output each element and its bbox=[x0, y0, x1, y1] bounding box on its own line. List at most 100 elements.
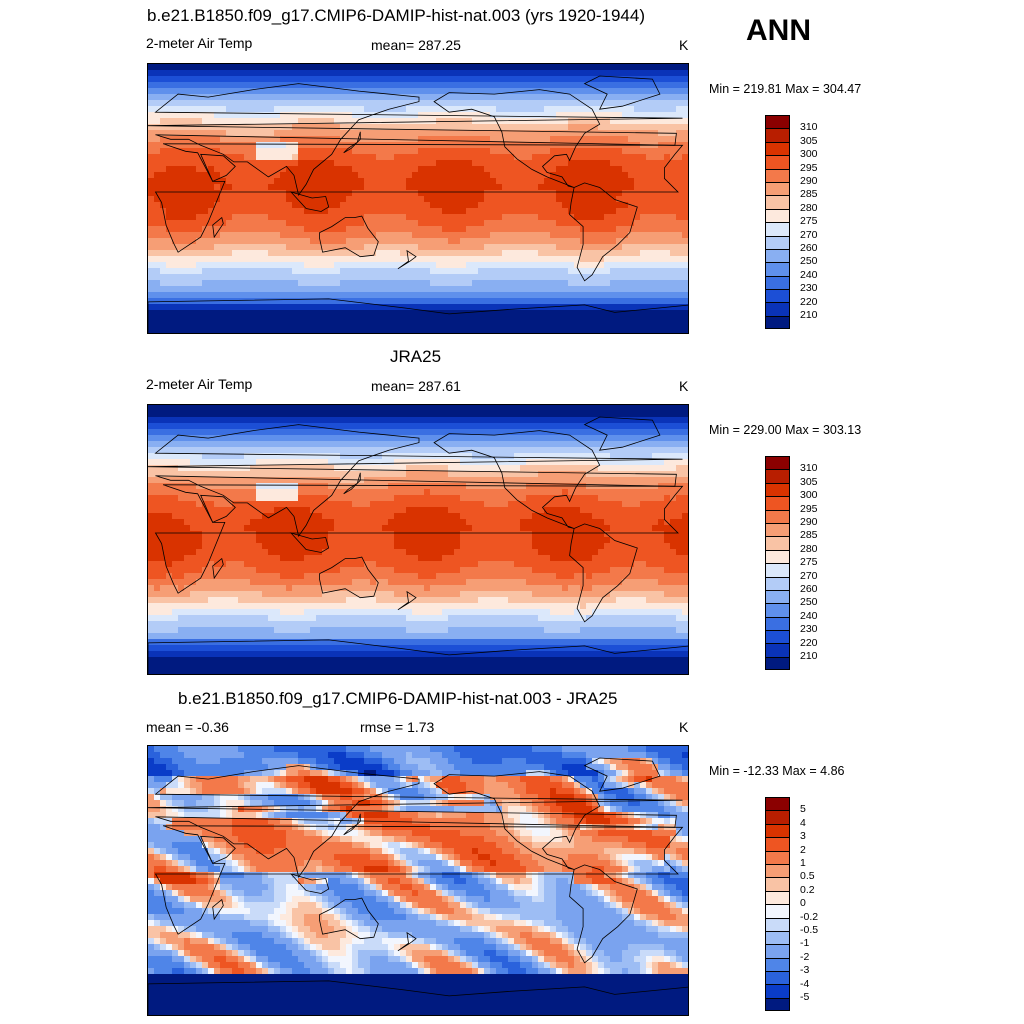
colorbar-tick-label: 295 bbox=[800, 502, 818, 515]
colorbar-segment bbox=[765, 944, 790, 958]
colorbar-tick-label: 280 bbox=[800, 542, 818, 555]
colorbar-segment bbox=[765, 616, 790, 631]
colorbar-tick-label: 250 bbox=[800, 255, 818, 268]
colorbar-segment bbox=[765, 643, 790, 657]
coastline bbox=[433, 771, 601, 870]
colorbar-tick-label: 240 bbox=[800, 268, 818, 281]
colorbar-segment bbox=[765, 810, 790, 824]
colorbar-tick-label: 260 bbox=[800, 583, 818, 595]
coastline bbox=[397, 249, 417, 270]
colorbar-segment bbox=[765, 195, 790, 209]
colorbar-tick-label: 275 bbox=[800, 556, 818, 569]
panel-3-mean-label: mean = -0.36 bbox=[146, 719, 229, 735]
contour-field bbox=[148, 405, 688, 674]
panel-3-units: K bbox=[679, 719, 689, 735]
coastline bbox=[200, 835, 236, 864]
colorbar-segment bbox=[765, 181, 790, 196]
colorbar-segment bbox=[765, 155, 790, 169]
colorbar-segment bbox=[765, 656, 790, 671]
panel-2-title: JRA25 bbox=[390, 347, 442, 366]
colorbar-tick-label: 295 bbox=[800, 161, 818, 174]
colorbar-segment bbox=[765, 563, 790, 577]
colorbar-segment bbox=[765, 141, 790, 156]
colorbar-tick-label: -5 bbox=[800, 991, 810, 1003]
colorbar-tick-label: 5 bbox=[800, 803, 806, 816]
colorbar-segment bbox=[765, 877, 790, 891]
colorbar-tick-label: 275 bbox=[800, 215, 818, 228]
colorbar-segment bbox=[765, 315, 790, 330]
colorbar-tick-label: 285 bbox=[800, 529, 818, 542]
coastline bbox=[569, 182, 638, 282]
coastline bbox=[148, 765, 683, 878]
colorbar-segment bbox=[765, 536, 790, 550]
colorbar-segment bbox=[765, 302, 790, 316]
colorbar-segment bbox=[765, 890, 790, 905]
panel-3-minmax: Min = -12.33 Max = 4.86 bbox=[709, 764, 845, 778]
coastline bbox=[569, 864, 638, 964]
panel-1-units: K bbox=[679, 37, 689, 53]
panel-3-rmse-label: rmse = 1.73 bbox=[360, 719, 435, 735]
coastline bbox=[212, 557, 224, 580]
colorbar-segment bbox=[765, 930, 790, 945]
coastline bbox=[569, 523, 638, 623]
colorbar-tick-label: 0 bbox=[800, 897, 806, 910]
colorbar-segment bbox=[765, 823, 790, 838]
colorbar-segment bbox=[765, 469, 790, 483]
colorbar-tick-label: 0.2 bbox=[800, 883, 815, 896]
coastline bbox=[148, 980, 688, 1015]
colorbar-tick-label: 230 bbox=[800, 623, 818, 636]
colorbar-tick-label: 310 bbox=[800, 462, 818, 475]
panel-1-colorbar bbox=[765, 115, 790, 330]
colorbar-tick-label: 1 bbox=[800, 857, 806, 869]
colorbar-segment bbox=[765, 984, 790, 998]
coastline bbox=[212, 898, 224, 921]
colorbar-segment bbox=[765, 971, 790, 985]
coastline bbox=[397, 931, 417, 952]
colorbar-tick-label: -0.5 bbox=[800, 924, 819, 936]
colorbar-segment bbox=[765, 248, 790, 263]
colorbar-segment bbox=[765, 128, 790, 142]
panel-2-map bbox=[147, 404, 689, 675]
colorbar-segment bbox=[765, 957, 790, 972]
panel-2-mean-label: mean= 287.61 bbox=[371, 378, 461, 394]
coastline bbox=[397, 590, 417, 611]
colorbar-tick-label: 305 bbox=[800, 134, 818, 147]
panel-2-variable-label: 2-meter Air Temp bbox=[146, 376, 253, 392]
colorbar-segment bbox=[765, 482, 790, 497]
coastline bbox=[154, 825, 684, 935]
colorbar-segment bbox=[765, 904, 790, 918]
coastline bbox=[289, 873, 330, 894]
colorbar-segment bbox=[765, 496, 790, 510]
coastline bbox=[343, 813, 361, 836]
season-label: ANN bbox=[746, 14, 811, 47]
colorbar-tick-label: 230 bbox=[800, 282, 818, 295]
coastline bbox=[289, 191, 330, 212]
colorbar-segment bbox=[765, 208, 790, 223]
coastline bbox=[583, 757, 661, 792]
coastline bbox=[319, 897, 379, 940]
panel-1-variable-label: 2-meter Air Temp bbox=[146, 35, 253, 51]
coastline bbox=[343, 131, 361, 154]
colorbar-tick-label: 280 bbox=[800, 201, 818, 214]
coastline bbox=[200, 494, 236, 523]
colorbar-segment bbox=[765, 275, 790, 290]
coastline bbox=[583, 416, 661, 451]
colorbar-segment bbox=[765, 262, 790, 276]
colorbar-tick-label: 290 bbox=[800, 516, 818, 528]
colorbar-segment bbox=[765, 168, 790, 182]
colorbar-tick-label: 270 bbox=[800, 228, 818, 241]
colorbar-segment bbox=[765, 850, 790, 864]
colorbar-tick-label: 300 bbox=[800, 489, 818, 502]
colorbar-tick-label: 300 bbox=[800, 148, 818, 161]
colorbar-segment bbox=[765, 289, 790, 303]
panel-1-mean-label: mean= 287.25 bbox=[371, 37, 461, 53]
coastline bbox=[433, 430, 601, 529]
colorbar-tick-label: 310 bbox=[800, 121, 818, 134]
colorbar-tick-label: 260 bbox=[800, 242, 818, 254]
colorbar-segment bbox=[765, 115, 790, 129]
colorbar-segment bbox=[765, 997, 790, 1012]
colorbar-segment bbox=[765, 837, 790, 851]
panel-3-title: b.e21.B1850.f09_g17.CMIP6-DAMIP-hist-nat… bbox=[178, 689, 618, 708]
colorbar-tick-label: 4 bbox=[800, 816, 806, 829]
coastline bbox=[148, 298, 688, 333]
